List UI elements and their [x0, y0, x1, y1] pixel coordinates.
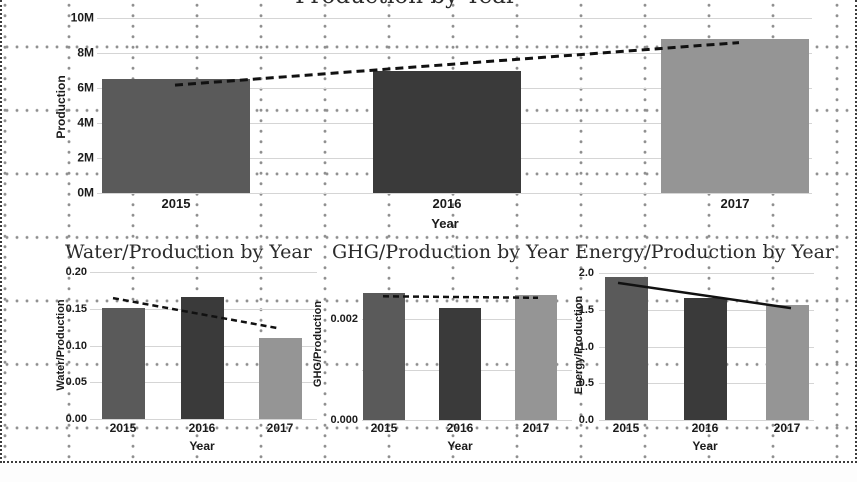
x-axis-title: Year: [692, 439, 718, 453]
gridline: [97, 193, 812, 194]
x-axis-title: Year: [189, 439, 215, 453]
x-tick-label: 2015: [109, 421, 137, 435]
y-tick-label: 10M: [70, 10, 94, 25]
gridline: [599, 420, 814, 421]
x-tick-label: 2017: [522, 421, 550, 435]
gridline: [90, 272, 317, 273]
x-tick-label: 2015: [370, 421, 398, 435]
y-tick-label: 8M: [77, 45, 94, 60]
chart-title: Production by Year: [295, 0, 517, 9]
x-tick-label: 2016: [188, 421, 216, 435]
gridline: [90, 419, 317, 420]
y-axis-title: Production: [54, 75, 68, 139]
y-tick-label: 0.05: [65, 376, 87, 389]
bar-2017[interactable]: [661, 38, 809, 193]
x-tick-label: 2017: [773, 421, 801, 435]
x-tick-label: 2017: [266, 421, 294, 435]
x-axis-title: Year: [431, 216, 459, 231]
y-tick-label: 2M: [77, 150, 94, 165]
x-axis-title: Year: [447, 439, 473, 453]
y-tick-label: 2.0: [578, 266, 594, 279]
gridline: [362, 420, 572, 421]
x-tick-label: 2017: [720, 196, 750, 211]
bar-2015[interactable]: [363, 293, 405, 420]
bar-2016[interactable]: [180, 297, 224, 419]
bar-2016[interactable]: [683, 298, 727, 420]
y-tick-label: 0.20: [65, 265, 87, 278]
bar-2015[interactable]: [102, 78, 250, 193]
y-tick-label: 6M: [77, 80, 94, 95]
bar-2016[interactable]: [439, 307, 481, 420]
bar-2017[interactable]: [515, 294, 557, 420]
x-tick-label: 2016: [691, 421, 719, 435]
dashboard-canvas: 0M 2M 4M 6M 8M 10M 2015 2016 2017 Year Production P…: [0, 0, 857, 463]
y-tick-label: 0.00: [65, 412, 87, 425]
gridline: [97, 17, 812, 19]
bar-2016[interactable]: [373, 71, 521, 193]
y-tick-label: 0.10: [65, 339, 87, 352]
y-tick-label: 0M: [77, 185, 94, 200]
y-axis-title: Energy/Production: [573, 295, 585, 395]
y-tick-label: 0.15: [65, 302, 87, 315]
y-tick-label: 0.000: [330, 413, 358, 426]
page-bottom-margin: [0, 463, 857, 482]
y-tick-label: 0.002: [330, 312, 358, 325]
gridline: [599, 273, 814, 274]
y-axis-title: Water/Production: [55, 299, 67, 391]
bar-2015[interactable]: [101, 308, 145, 419]
chart-title: GHG/Production by Year: [332, 241, 569, 263]
chart-title: Water/Production by Year: [65, 241, 312, 263]
bar-2015[interactable]: [604, 276, 648, 420]
y-tick-label: 4M: [77, 115, 94, 130]
x-tick-label: 2016: [446, 421, 474, 435]
x-tick-label: 2015: [161, 196, 191, 211]
x-tick-label: 2016: [432, 196, 462, 211]
y-axis-title: GHG/Production: [312, 300, 324, 388]
x-tick-label: 2015: [612, 421, 640, 435]
bar-2017[interactable]: [765, 305, 809, 420]
bar-2017[interactable]: [258, 338, 302, 419]
chart-title: Energy/Production by Year: [575, 241, 834, 263]
